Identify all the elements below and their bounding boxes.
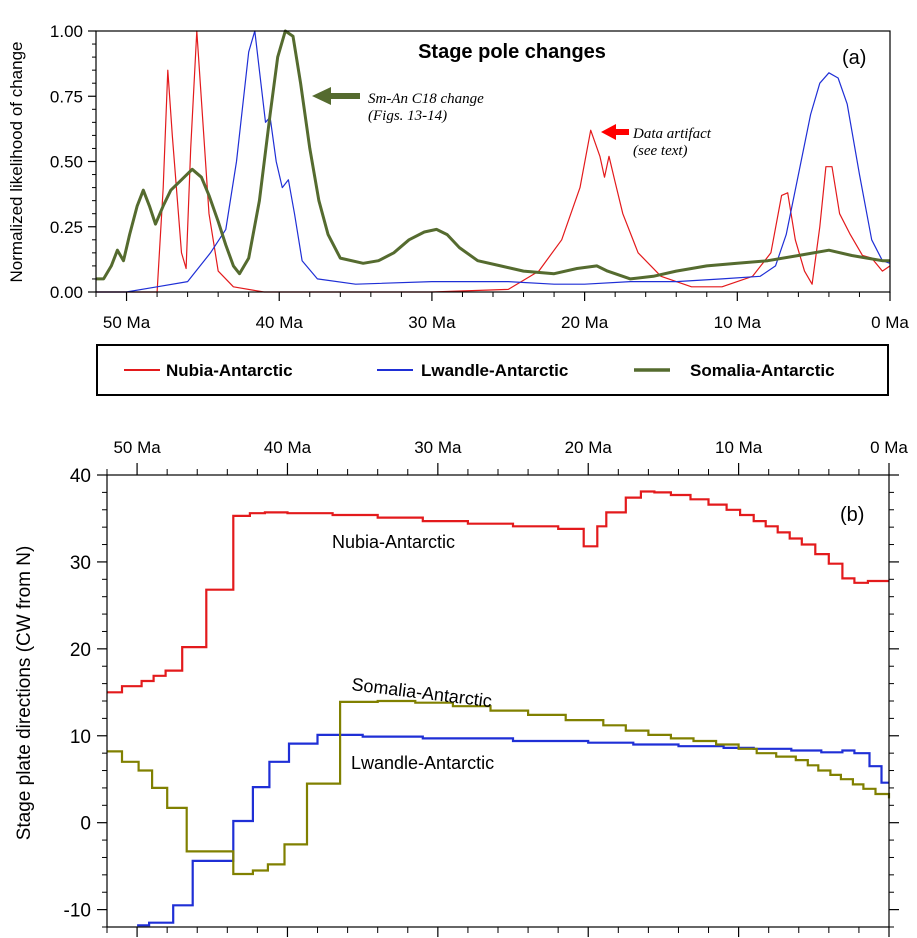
panel-b-xtick-label-50: 50 Ma	[113, 438, 161, 457]
legend: Nubia-Antarctic Lwandle-Antarctic Somali…	[96, 344, 889, 396]
panel-b-ticks: 50 Ma 40 Ma 30 Ma 20 Ma 10 Ma 0 Ma -10 0 10 20 30 4…	[64, 438, 908, 937]
panel-b-ytick-label-4: 30	[70, 553, 91, 574]
annotation-c18-arrow-head	[312, 87, 331, 105]
panel-b-ytick-label-3: 20	[70, 640, 91, 661]
panel-a-label: (a)	[842, 47, 866, 69]
panel-b-xtick-label-30: 30 Ma	[414, 438, 462, 457]
panel-a-title: Stage pole changes	[418, 41, 606, 63]
panel-b-series-group	[107, 490, 891, 927]
legend-entry-lwandle: Lwandle-Antarctic	[377, 361, 568, 380]
panel-b-xtick-label-0: 0 Ma	[870, 438, 908, 457]
panel-b-series-somalia-antarctic	[107, 699, 891, 876]
legend-entry-somalia: Somalia-Antarctic	[634, 361, 835, 380]
annotation-artifact-text: Data artifact	[632, 126, 712, 142]
panel-a-xtick-label-50: 50 Ma	[103, 313, 151, 332]
panel-a-ticks: 50 Ma 40 Ma 30 Ma 20 Ma 10 Ma 0 Ma 0.00 0.25 0.5…	[50, 22, 910, 332]
panel-a-ytick-label-2: 0.50	[50, 153, 83, 172]
legend-label-nubia: Nubia-Antarctic	[166, 361, 293, 380]
panel-a-xtick-label-10: 10 Ma	[714, 313, 762, 332]
panel-a-series-group	[96, 29, 891, 293]
panel-b-series-lwandle-antarctic	[137, 733, 889, 927]
legend-box	[96, 344, 889, 396]
panel-b-label: (b)	[840, 504, 864, 526]
panel-b-ytick-label-2: 10	[70, 727, 91, 748]
panel-a-ytick-label-3: 0.75	[50, 87, 83, 106]
panel-b-xtick-label-20: 20 Ma	[565, 438, 613, 457]
panel-a-ytick-label-1: 0.25	[50, 218, 83, 237]
annotation-artifact-arrow-head	[601, 124, 616, 140]
annotation-c18-text2: (Figs. 13-14)	[368, 108, 447, 124]
panel-b-frame	[106, 474, 890, 928]
annotation-c18-text: Sm-An C18 change	[368, 91, 484, 107]
panel-a-xtick-label-40: 40 Ma	[256, 313, 304, 332]
panel-b-series-nubia-antarctic	[107, 490, 889, 694]
panel-a-series-lwandle-antarctic	[96, 30, 891, 293]
series-label-somalia: Somalia-Antarctic	[351, 674, 493, 711]
panel-b-xtick-label-40: 40 Ma	[264, 438, 312, 457]
annotation-artifact-text2: (see text)	[633, 143, 688, 159]
legend-label-lwandle: Lwandle-Antarctic	[421, 361, 568, 380]
legend-label-somalia: Somalia-Antarctic	[690, 361, 835, 380]
panel-a-series-somalia-antarctic	[96, 29, 890, 281]
panel-b-ytick-label-1: 0	[80, 814, 91, 835]
panel-b: 50 Ma 40 Ma 30 Ma 20 Ma 10 Ma 0 Ma -10 0 10 20 30 4…	[14, 438, 908, 937]
panel-a-xtick-label-20: 20 Ma	[561, 313, 609, 332]
panel-a-xtick-label-0: 0 Ma	[871, 313, 909, 332]
annotation-c18: Sm-An C18 change (Figs. 13-14)	[312, 87, 484, 124]
panel-a-ytick-label-0: 0.00	[50, 283, 83, 302]
annotation-artifact: Data artifact (see text)	[601, 124, 712, 159]
panel-b-xtick-label-10: 10 Ma	[715, 438, 763, 457]
panel-a: 50 Ma 40 Ma 30 Ma 20 Ma 10 Ma 0 Ma 0.00 0.25 0.5…	[7, 22, 909, 332]
panel-a-ytick-label-4: 1.00	[50, 22, 83, 41]
legend-entry-nubia: Nubia-Antarctic	[124, 361, 293, 380]
panel-a-ylabel: Normalized likelihood of change	[7, 42, 26, 283]
panel-a-series-nubia-antarctic	[96, 30, 891, 293]
panel-b-ytick-label-0: -10	[64, 901, 91, 922]
series-label-lwandle: Lwandle-Antarctic	[351, 753, 494, 773]
series-label-nubia: Nubia-Antarctic	[332, 532, 455, 552]
panel-b-ylabel: Stage plate directions (CW from N)	[14, 546, 35, 841]
panel-a-xtick-label-30: 30 Ma	[408, 313, 456, 332]
panel-b-ytick-label-5: 40	[70, 466, 91, 487]
